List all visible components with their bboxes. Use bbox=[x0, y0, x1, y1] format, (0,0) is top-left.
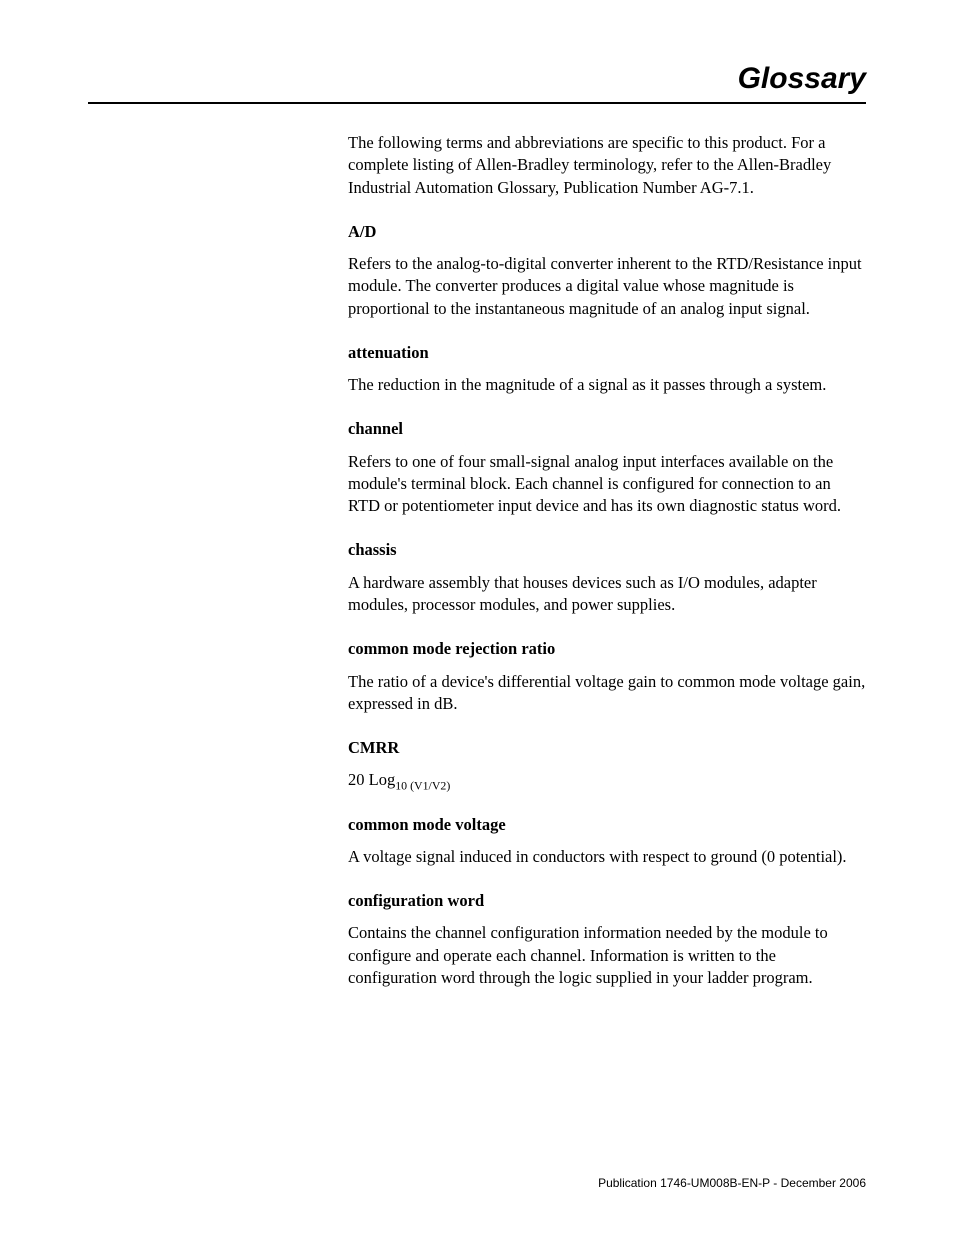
header-rule bbox=[88, 102, 866, 104]
page-footer: Publication 1746-UM008B-EN-P - December … bbox=[598, 1176, 866, 1190]
glossary-definition: Refers to one of four small-signal analo… bbox=[348, 451, 866, 518]
glossary-term: CMRR bbox=[348, 737, 866, 759]
page: Glossary The following terms and abbrevi… bbox=[0, 0, 954, 989]
glossary-definition: A hardware assembly that houses devices … bbox=[348, 572, 866, 617]
formula-prefix: 20 Log bbox=[348, 770, 395, 789]
glossary-definition: 20 Log10 (V1/V2) bbox=[348, 769, 866, 791]
glossary-definition: Refers to the analog-to-digital converte… bbox=[348, 253, 866, 320]
glossary-term: common mode rejection ratio bbox=[348, 638, 866, 660]
glossary-term: channel bbox=[348, 418, 866, 440]
glossary-term: configuration word bbox=[348, 890, 866, 912]
page-title: Glossary bbox=[88, 62, 866, 96]
glossary-term: common mode voltage bbox=[348, 814, 866, 836]
glossary-term: A/D bbox=[348, 221, 866, 243]
formula-subscript: 10 (V1/V2) bbox=[395, 779, 450, 793]
intro-paragraph: The following terms and abbreviations ar… bbox=[348, 132, 866, 199]
glossary-definition: A voltage signal induced in conductors w… bbox=[348, 846, 866, 868]
glossary-definition: The reduction in the magnitude of a sign… bbox=[348, 374, 866, 396]
content-body: The following terms and abbreviations ar… bbox=[348, 132, 866, 989]
glossary-term: attenuation bbox=[348, 342, 866, 364]
glossary-definition: Contains the channel configuration infor… bbox=[348, 922, 866, 989]
glossary-term: chassis bbox=[348, 539, 866, 561]
glossary-definition: The ratio of a device's differential vol… bbox=[348, 671, 866, 716]
